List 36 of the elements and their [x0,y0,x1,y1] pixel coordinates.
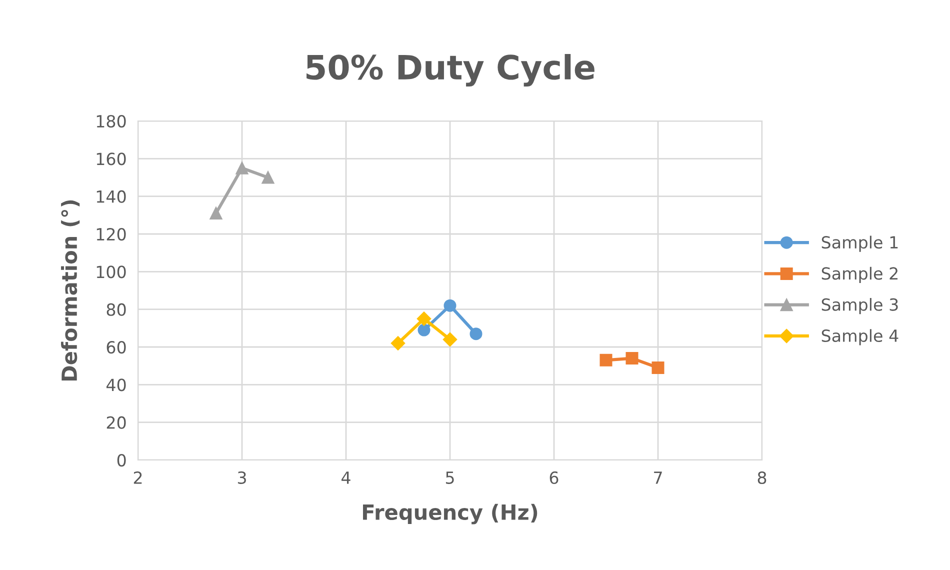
y-tick-label: 80 [106,303,126,316]
y-tick-label: 0 [117,454,126,467]
y-tick-label: 160 [96,152,126,166]
y-tick-label: 140 [96,190,126,203]
y-tick-label: 20 [106,416,126,429]
x-tick-label: 5 [446,472,454,484]
legend-label: Sample 4 [822,329,898,346]
y-tick-label: 40 [106,378,126,392]
legend-label: Sample 3 [822,298,898,314]
y-tick-label: 60 [106,340,126,354]
point [652,361,664,374]
point [418,324,430,336]
legend-label: Sample 2 [822,266,898,283]
x-tick-label: 8 [758,471,766,484]
x-axis-title: Frequency (Hz) [363,504,538,524]
x-tick-label: 3 [238,471,246,484]
y-tick-label: 180 [96,114,126,128]
x-tick-label: 2 [134,471,142,484]
legend-label: Sample 1 [822,236,898,252]
point [626,352,638,365]
y-axis-title: Deformation (°) [61,200,80,380]
x-tick-label: 7 [654,472,662,484]
chart-title: 50% Duty Cycle [306,54,594,87]
x-tick-label: 6 [550,471,558,484]
point [442,332,458,347]
point [262,171,274,184]
point [444,299,456,312]
y-tick-label: 100 [96,266,126,278]
point [390,336,406,350]
y-tick-label: 120 [96,228,126,241]
point [600,354,612,366]
point [470,328,482,340]
x-tick-label: 4 [342,472,350,484]
point [210,207,222,220]
point [236,162,248,174]
point [416,312,432,326]
